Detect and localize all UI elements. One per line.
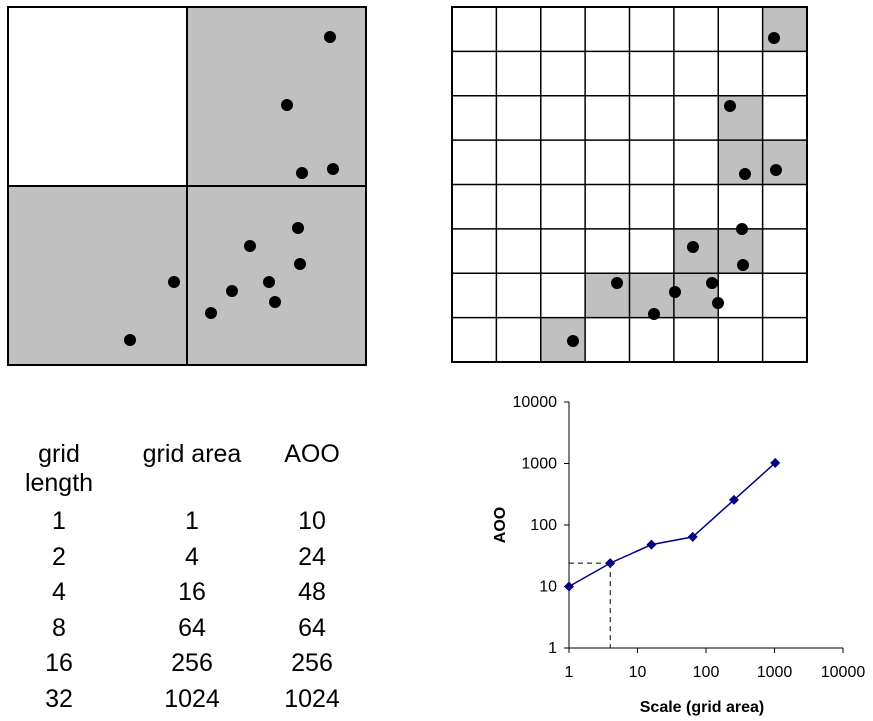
occurrence-point [281,99,293,111]
occupied-cell [8,186,187,365]
table-cell: 48 [298,578,326,606]
table-cell: 24 [298,542,326,571]
table-cell: 1024 [284,684,340,713]
table-cell: 256 [291,649,333,677]
table-cell: 10 [298,507,326,535]
occurrence-point [770,164,782,176]
table-cell: 64 [178,613,206,642]
table-cell: 256 [171,649,213,677]
occurrence-point [269,296,281,308]
occurrence-point [724,100,736,112]
occurrence-point [611,277,623,289]
data-point-marker [646,539,657,550]
table-cell: 1 [185,507,199,535]
table-cell: 1024 [164,684,220,713]
x-axis-label: Scale (grid area) [640,699,765,716]
table-cell: 1 [52,507,66,535]
occupied-cell [187,186,366,365]
y-tick-label: 100 [530,517,557,534]
occurrence-point [244,240,256,252]
x-tick-label: 1 [565,664,574,681]
grid-diagrams [7,6,808,366]
occurrence-point [687,241,699,253]
occupied-cell [187,7,366,186]
y-tick-label: 1 [548,640,557,657]
occurrence-point [296,167,308,179]
occurrence-point [168,276,180,288]
y-tick-label: 10000 [513,394,558,411]
occurrence-point [263,276,275,288]
occurrence-point [737,259,749,271]
occurrence-point [294,258,306,270]
table-cell: 16 [45,649,73,677]
occurrence-point [768,32,780,44]
occurrence-point [327,163,339,175]
series-line [568,462,776,588]
data-point-marker [564,581,574,592]
y-tick-label: 10 [539,579,557,596]
data-point-marker [605,558,616,569]
occurrence-point [648,308,660,320]
x-tick-label: 100 [693,664,720,681]
table-cell: 64 [298,613,326,642]
x-tick-label: 1000 [757,664,793,681]
occurrence-point [205,307,217,319]
data-point-marker [770,457,781,468]
y-axis-label: AOO [492,507,509,543]
x-tick-label: 10000 [821,664,866,681]
header-aoo: AOO [284,440,340,468]
occurrence-point [567,335,579,347]
occupied-cell [762,140,807,185]
occurrence-point [124,334,136,346]
table-cell: 4 [52,578,66,606]
data-point-marker [728,494,739,505]
table-cell: 32 [45,684,73,713]
y-tick-label: 1000 [521,456,557,473]
occurrence-point [292,222,304,234]
aoo-table: grid length grid area AOO 1 1 10 2 4 24 4 16 48 8… [0,0,420,721]
coarse-grid-2x2 [7,6,367,366]
table-cell: 8 [52,613,66,642]
occurrence-point [736,223,748,235]
fine-grid-8x8 [451,6,808,363]
occurrence-point [226,285,238,297]
header-grid-length: grid length [24,440,94,497]
data-point-marker [687,531,698,542]
table-cell: 2 [52,542,66,571]
x-tick-label: 10 [629,664,647,681]
occurrence-point [712,297,724,309]
grid-border [451,6,808,363]
occurrence-point [706,277,718,289]
occurrence-point [739,168,751,180]
occupied-cell [762,7,807,52]
occurrence-point [669,286,681,298]
table-cell: 4 [185,542,199,571]
header-grid-area: grid area [142,440,242,468]
table-cell: 16 [178,578,206,606]
occurrence-point [324,31,336,43]
